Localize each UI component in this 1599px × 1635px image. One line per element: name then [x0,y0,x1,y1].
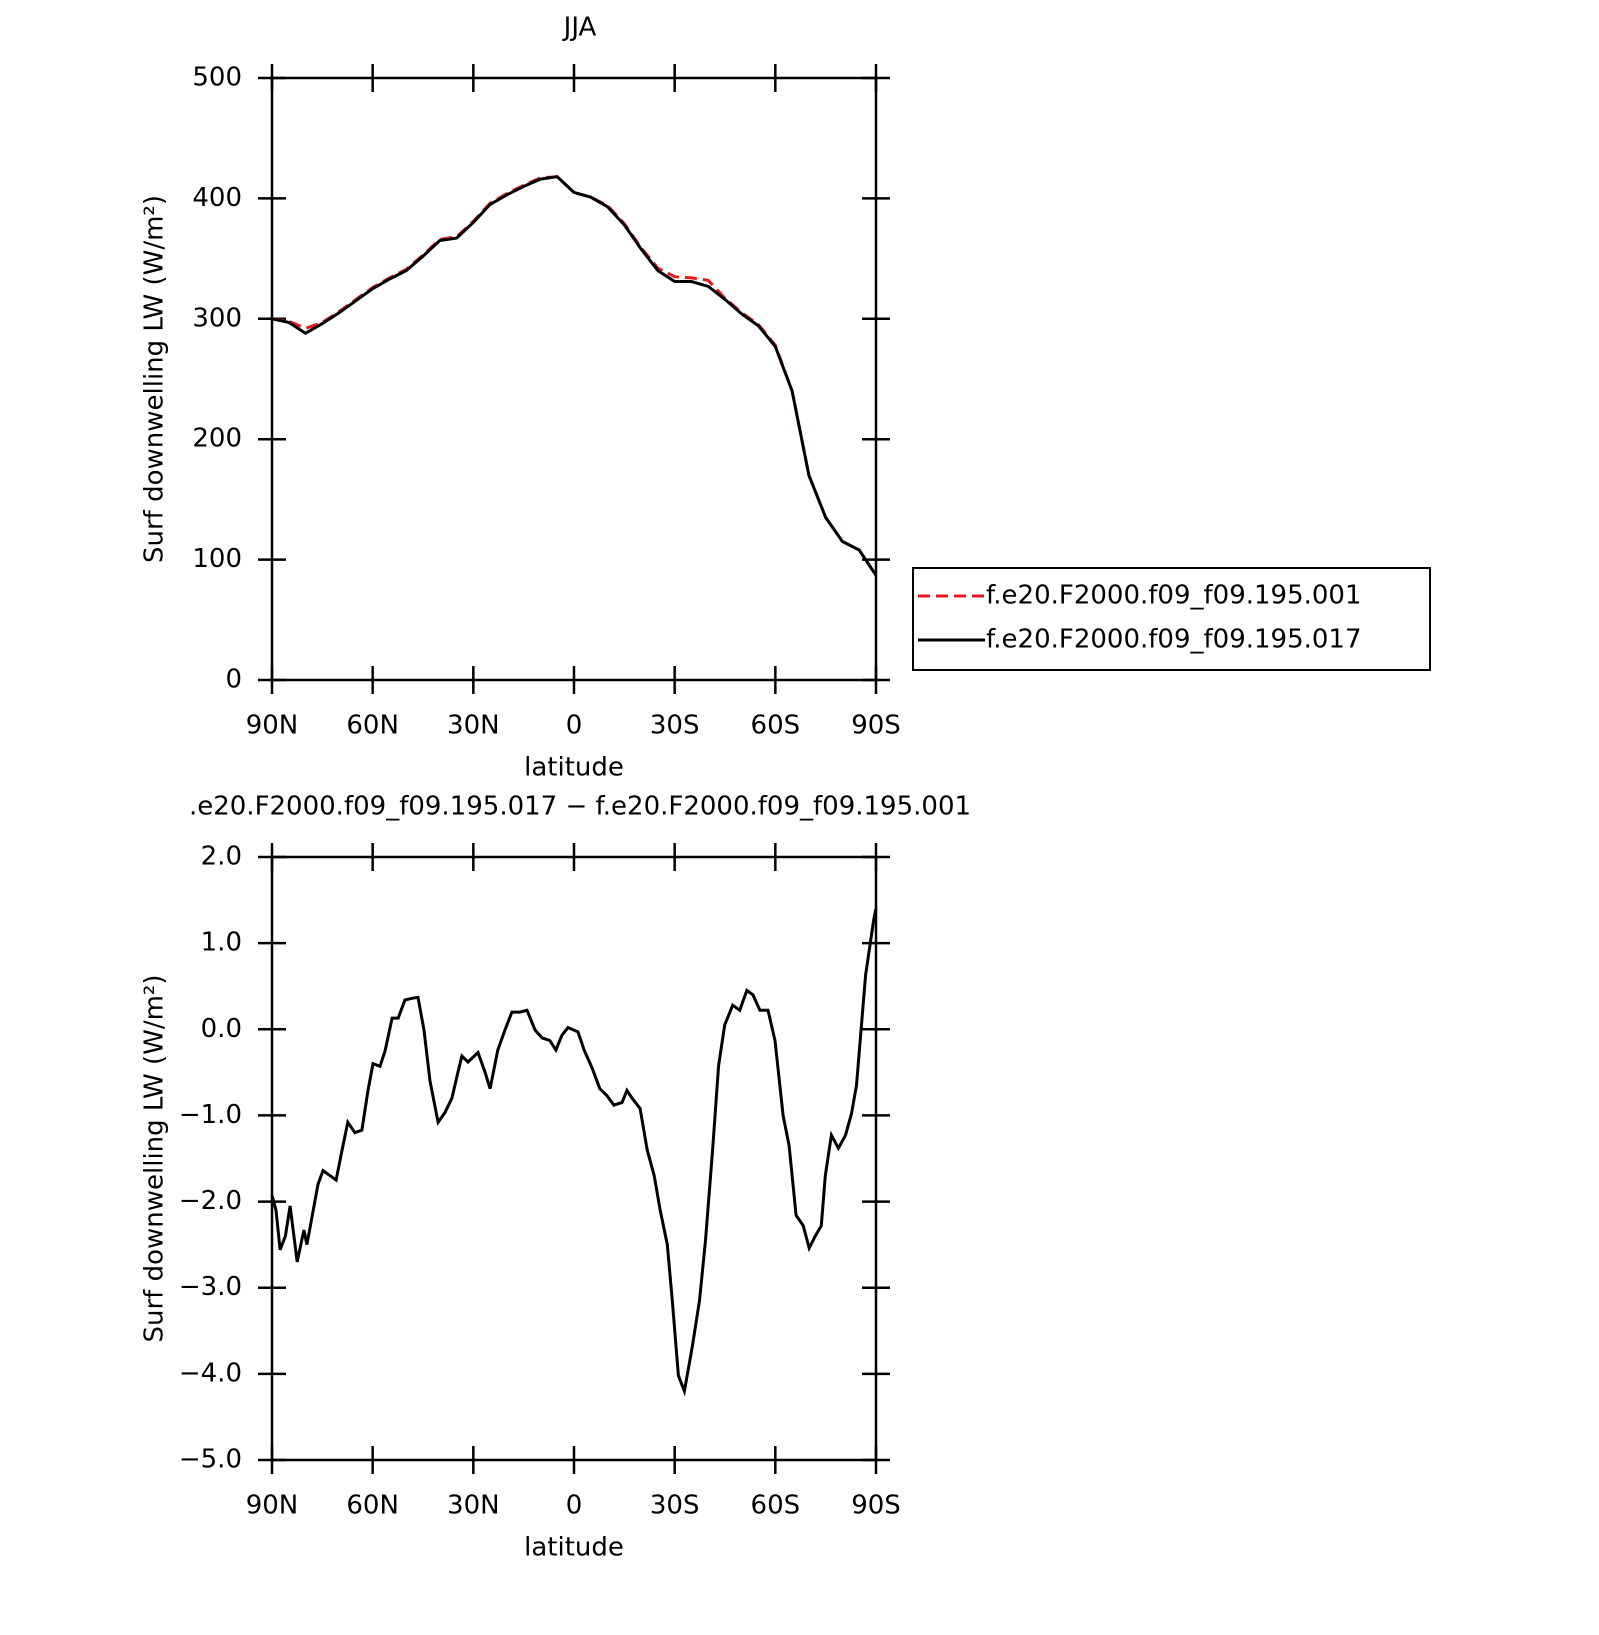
x-tick-label: 90S [851,1491,901,1521]
y-tick-label: 300 [192,303,242,333]
series-line [270,908,878,1397]
x-tick-label: 60N [346,1491,399,1521]
y-tick-label: 200 [192,424,242,454]
legend-label: f.e20.F2000.f09_f09.195.017 [986,625,1362,655]
legend-box [912,567,1431,671]
y-tick-label: −1.0 [179,1100,242,1130]
y-tick-label: −2.0 [179,1186,242,1216]
x-tick-label: 90N [246,1491,299,1521]
y-axis-label: Surf downwelling LW (W/m²) [140,975,170,1343]
legend-label: f.e20.F2000.f09_f09.195.001 [986,581,1362,611]
y-tick-label: 100 [192,544,242,574]
y-tick-label: 500 [192,63,242,93]
series-line [271,175,878,577]
y-tick-label: 400 [192,183,242,213]
y-tick-label: 2.0 [201,842,242,872]
y-tick-label: 0 [225,665,242,695]
x-tick-label: 30N [447,1491,500,1521]
x-tick-label: 0 [566,711,583,741]
y-tick-label: −4.0 [179,1358,242,1388]
x-tick-label: 90N [246,711,299,741]
x-tick-label: 30S [650,711,700,741]
chart-title: JJA [562,13,597,43]
y-axis-label: Surf downwelling LW (W/m²) [140,195,170,563]
y-tick-label: 1.0 [201,928,242,958]
x-tick-label: 90S [851,711,901,741]
x-axis-label: latitude [524,753,624,783]
y-tick-label: −3.0 [179,1272,242,1302]
x-axis-label: latitude [524,1533,624,1563]
x-tick-label: 60N [346,711,399,741]
x-tick-label: 60S [751,1491,801,1521]
x-tick-label: 30N [447,711,500,741]
chart-title: .e20.F2000.f09_f09.195.017 − f.e20.F2000… [189,792,971,822]
x-tick-label: 60S [751,711,801,741]
y-tick-label: 0.0 [201,1014,242,1044]
y-tick-label: −5.0 [179,1445,242,1475]
plot-frame [270,76,878,682]
x-tick-label: 30S [650,1491,700,1521]
x-tick-label: 0 [566,1491,583,1521]
plot-frame [270,855,878,1462]
